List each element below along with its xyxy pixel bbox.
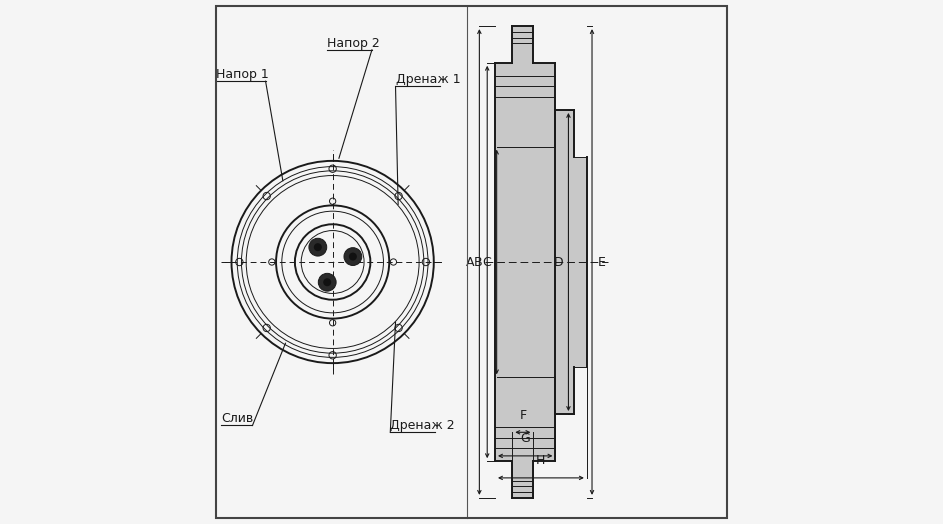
Text: F: F [520, 409, 526, 422]
Text: Напор 2: Напор 2 [327, 37, 380, 50]
Text: Напор 1: Напор 1 [216, 68, 269, 81]
Text: Дренаж 1: Дренаж 1 [395, 73, 460, 86]
Circle shape [309, 238, 326, 256]
Text: H: H [537, 454, 546, 467]
Circle shape [314, 243, 322, 251]
Circle shape [319, 274, 336, 291]
Text: C: C [483, 256, 491, 268]
Text: B: B [473, 256, 482, 268]
Text: D: D [554, 256, 563, 268]
Circle shape [344, 248, 362, 266]
Polygon shape [495, 26, 587, 498]
Circle shape [323, 278, 331, 286]
Text: E: E [597, 256, 605, 268]
Text: G: G [521, 432, 530, 445]
Text: Слив: Слив [221, 412, 254, 425]
Circle shape [349, 253, 356, 260]
Text: A: A [466, 256, 474, 268]
Text: Дренаж 2: Дренаж 2 [390, 419, 455, 432]
